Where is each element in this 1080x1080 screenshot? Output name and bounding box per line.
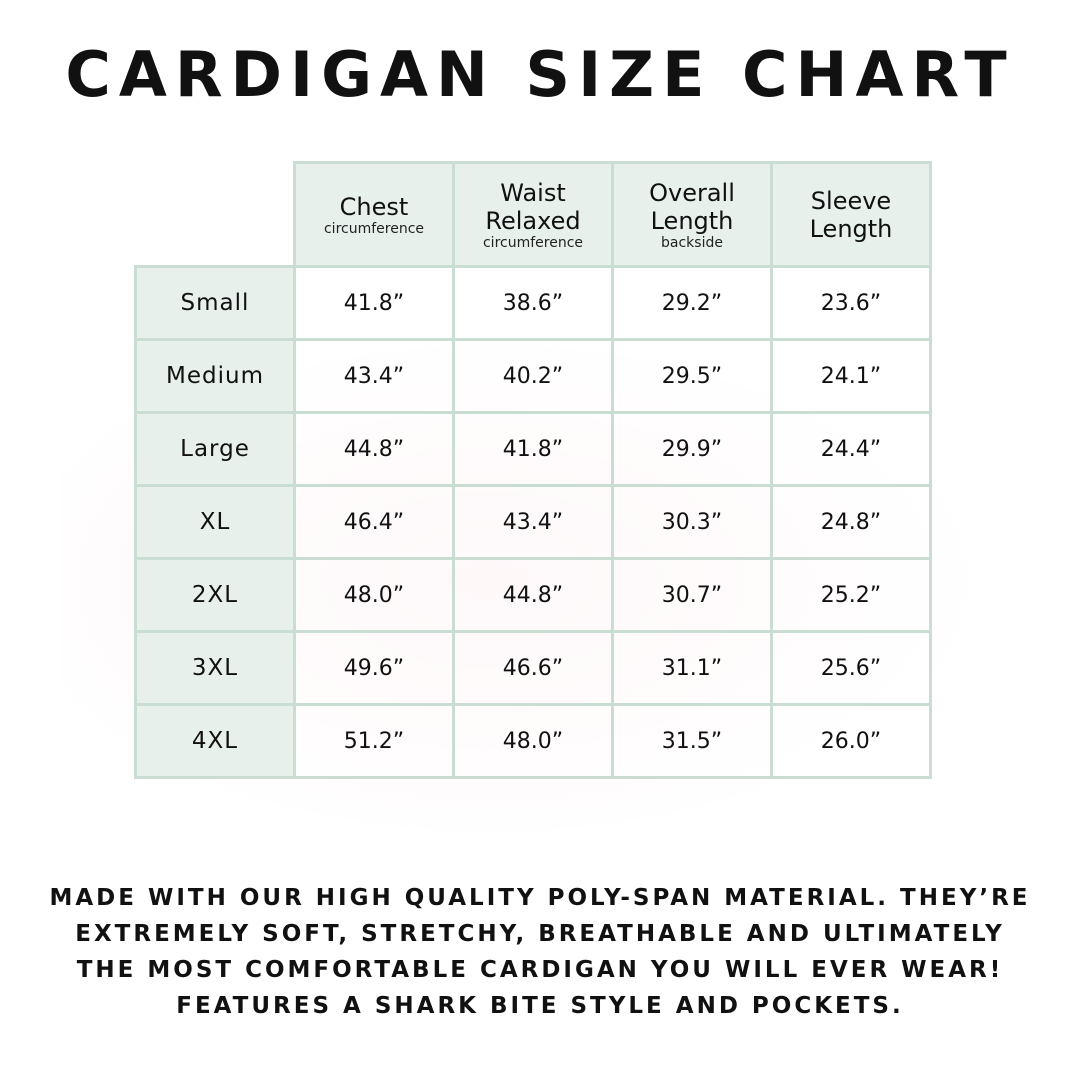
size-label: Large bbox=[134, 411, 296, 487]
size-label: XL bbox=[134, 484, 296, 560]
table-row: 2XL 48.0” 44.8” 30.7” 25.2” bbox=[134, 557, 932, 633]
product-description: Made with our high quality poly-span mat… bbox=[0, 880, 1080, 1024]
measurement-cell: 26.0” bbox=[770, 703, 932, 779]
measurement-cell: 31.1” bbox=[611, 630, 773, 706]
measurement-cell: 46.6” bbox=[452, 630, 614, 706]
description-line: extremely soft, stretchy, breathable and… bbox=[75, 921, 1005, 947]
measurement-cell: 44.8” bbox=[293, 411, 455, 487]
table-row: Medium 43.4” 40.2” 29.5” 24.1” bbox=[134, 338, 932, 414]
measurement-cell: 48.0” bbox=[293, 557, 455, 633]
measurement-cell: 24.1” bbox=[770, 338, 932, 414]
corner-cell bbox=[135, 162, 296, 268]
description-line: the most comfortable cardigan you will e… bbox=[76, 957, 1004, 983]
column-header-length: Overall Length backside bbox=[611, 161, 773, 268]
measurement-cell: 48.0” bbox=[452, 703, 614, 779]
size-label: 2XL bbox=[134, 557, 296, 633]
measurement-cell: 51.2” bbox=[293, 703, 455, 779]
measurement-cell: 41.8” bbox=[452, 411, 614, 487]
size-label: 3XL bbox=[134, 630, 296, 706]
measurement-cell: 44.8” bbox=[452, 557, 614, 633]
measurement-cell: 29.9” bbox=[611, 411, 773, 487]
measurement-cell: 25.2” bbox=[770, 557, 932, 633]
measurement-cell: 30.7” bbox=[611, 557, 773, 633]
measurement-cell: 43.4” bbox=[293, 338, 455, 414]
table-row: Large 44.8” 41.8” 29.9” 24.4” bbox=[134, 411, 932, 487]
column-header-chest: Chest circumference bbox=[293, 161, 455, 268]
size-label: Medium bbox=[134, 338, 296, 414]
table-row: XL 46.4” 43.4” 30.3” 24.8” bbox=[134, 484, 932, 560]
size-label: 4XL bbox=[134, 703, 296, 779]
measurement-cell: 24.8” bbox=[770, 484, 932, 560]
measurement-cell: 31.5” bbox=[611, 703, 773, 779]
column-header-waist: Waist Relaxed circumference bbox=[452, 161, 614, 268]
measurement-cell: 29.2” bbox=[611, 265, 773, 341]
measurement-cell: 38.6” bbox=[452, 265, 614, 341]
measurement-cell: 46.4” bbox=[293, 484, 455, 560]
measurement-cell: 24.4” bbox=[770, 411, 932, 487]
column-header-sleeve: Sleeve Length bbox=[770, 161, 932, 268]
table-row: 4XL 51.2” 48.0” 31.5” 26.0” bbox=[134, 703, 932, 779]
measurement-cell: 25.6” bbox=[770, 630, 932, 706]
description-line: Features a shark bite style and pockets. bbox=[176, 993, 904, 1019]
size-label: Small bbox=[134, 265, 296, 341]
measurement-cell: 23.6” bbox=[770, 265, 932, 341]
table-row: 3XL 49.6” 46.6” 31.1” 25.6” bbox=[134, 630, 932, 706]
measurement-cell: 41.8” bbox=[293, 265, 455, 341]
measurement-cell: 49.6” bbox=[293, 630, 455, 706]
page-title: CARDIGAN SIZE CHART bbox=[65, 38, 1015, 111]
description-line: Made with our high quality poly-span mat… bbox=[49, 885, 1031, 911]
table-row: Small 41.8” 38.6” 29.2” 23.6” bbox=[134, 265, 932, 341]
size-table: Chest circumference Waist Relaxed circumfe… bbox=[134, 161, 932, 779]
measurement-cell: 29.5” bbox=[611, 338, 773, 414]
measurement-cell: 43.4” bbox=[452, 484, 614, 560]
measurement-cell: 40.2” bbox=[452, 338, 614, 414]
measurement-cell: 30.3” bbox=[611, 484, 773, 560]
header-row: Chest circumference Waist Relaxed circumfe… bbox=[135, 161, 932, 268]
